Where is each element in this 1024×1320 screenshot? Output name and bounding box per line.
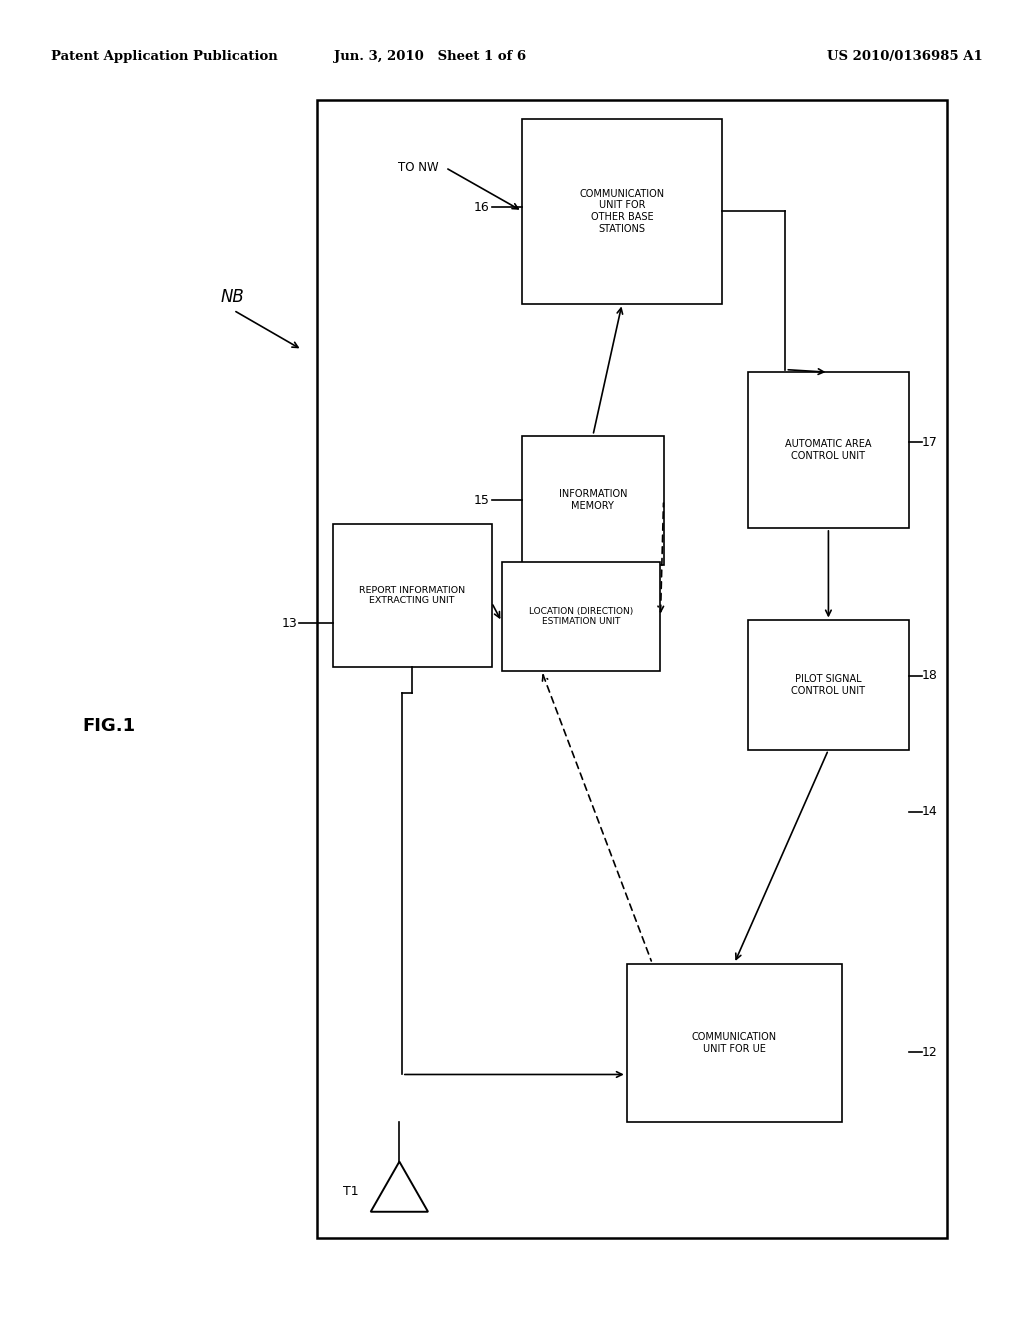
Text: FIG.1: FIG.1 bbox=[82, 717, 135, 735]
Bar bbox=[627, 964, 842, 1122]
Text: 14: 14 bbox=[922, 805, 937, 818]
Text: 16: 16 bbox=[474, 201, 489, 214]
Bar bbox=[502, 562, 660, 671]
Text: 18: 18 bbox=[922, 669, 938, 682]
Text: Jun. 3, 2010   Sheet 1 of 6: Jun. 3, 2010 Sheet 1 of 6 bbox=[334, 50, 526, 63]
Text: PILOT SIGNAL
CONTROL UNIT: PILOT SIGNAL CONTROL UNIT bbox=[792, 675, 865, 696]
Text: TO NW: TO NW bbox=[397, 161, 438, 174]
Text: T1: T1 bbox=[343, 1185, 358, 1199]
Bar bbox=[317, 100, 947, 1238]
Text: REPORT INFORMATION
EXTRACTING UNIT: REPORT INFORMATION EXTRACTING UNIT bbox=[359, 586, 465, 605]
Bar bbox=[748, 372, 909, 528]
Text: LOCATION (DIRECTION)
ESTIMATION UNIT: LOCATION (DIRECTION) ESTIMATION UNIT bbox=[529, 607, 633, 626]
Text: NB: NB bbox=[220, 288, 244, 306]
Bar bbox=[522, 119, 722, 304]
Text: 17: 17 bbox=[922, 436, 938, 449]
Bar bbox=[333, 524, 492, 667]
Text: 12: 12 bbox=[922, 1045, 937, 1059]
Text: 15: 15 bbox=[473, 494, 489, 507]
Text: COMMUNICATION
UNIT FOR UE: COMMUNICATION UNIT FOR UE bbox=[691, 1032, 777, 1053]
Bar bbox=[748, 620, 909, 750]
Text: COMMUNICATION
UNIT FOR
OTHER BASE
STATIONS: COMMUNICATION UNIT FOR OTHER BASE STATIO… bbox=[580, 189, 665, 234]
Text: AUTOMATIC AREA
CONTROL UNIT: AUTOMATIC AREA CONTROL UNIT bbox=[785, 440, 871, 461]
Bar bbox=[522, 436, 664, 565]
Text: INFORMATION
MEMORY: INFORMATION MEMORY bbox=[559, 490, 627, 511]
Text: Patent Application Publication: Patent Application Publication bbox=[51, 50, 278, 63]
Text: 13: 13 bbox=[282, 616, 297, 630]
Text: US 2010/0136985 A1: US 2010/0136985 A1 bbox=[827, 50, 983, 63]
